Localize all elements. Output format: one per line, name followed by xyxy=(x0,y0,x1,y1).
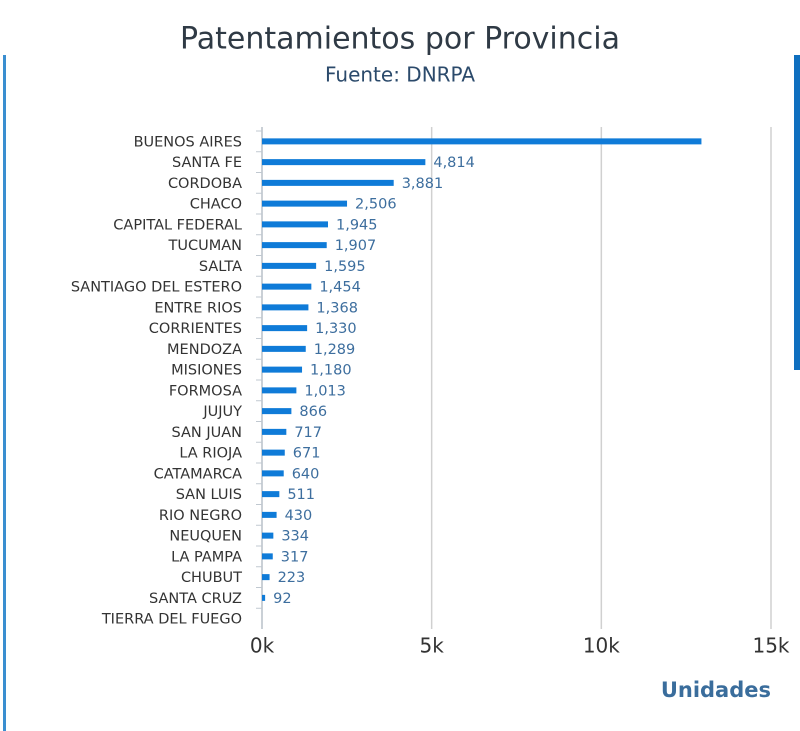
y-tick-label: CAPITAL FEDERAL xyxy=(113,217,242,233)
bar xyxy=(262,263,316,269)
x-tick-label: 0k xyxy=(250,634,275,658)
y-tick-label: SAN JUAN xyxy=(171,425,242,441)
value-label: 511 xyxy=(287,487,315,503)
y-tick-label: CHUBUT xyxy=(181,570,242,586)
value-label: 334 xyxy=(281,529,309,545)
bar xyxy=(262,553,273,559)
y-tick-label: CATAMARCA xyxy=(154,466,242,482)
bar xyxy=(262,138,701,144)
value-label: 92 xyxy=(273,591,291,607)
bar xyxy=(262,595,265,601)
bar xyxy=(262,325,307,331)
value-label: 430 xyxy=(285,508,313,524)
value-label: 866 xyxy=(299,404,327,420)
y-tick-label: JUJUY xyxy=(202,404,242,420)
y-tick-label: ENTRE RIOS xyxy=(154,300,242,316)
x-tick-label: 15k xyxy=(752,634,789,658)
value-label: 317 xyxy=(281,549,309,565)
bar xyxy=(262,304,308,310)
y-tick-label: SANTIAGO DEL ESTERO xyxy=(71,280,242,296)
bar xyxy=(262,387,296,393)
value-label: 4,814 xyxy=(433,155,475,171)
value-label: 3,881 xyxy=(402,176,444,192)
y-tick-label: FORMOSA xyxy=(169,383,242,399)
bar xyxy=(262,221,328,227)
value-label: 671 xyxy=(293,446,321,462)
bar xyxy=(262,491,279,497)
y-tick-label: MENDOZA xyxy=(167,342,242,358)
y-tick-label: MISIONES xyxy=(171,363,242,379)
y-tick-label: CHACO xyxy=(190,197,242,213)
x-axis-title: Unidades xyxy=(661,678,771,702)
y-tick-label: BUENOS AIRES xyxy=(134,134,242,150)
y-tick-label: CORRIENTES xyxy=(149,321,242,337)
value-label: 717 xyxy=(294,425,322,441)
bar xyxy=(262,180,394,186)
value-label: 1,289 xyxy=(314,342,356,358)
value-label: 1,595 xyxy=(324,259,366,275)
bar xyxy=(262,284,311,290)
left-border xyxy=(3,55,6,731)
bar xyxy=(262,512,277,518)
y-tick-label: SAN LUIS xyxy=(176,487,242,503)
value-label: 223 xyxy=(278,570,306,586)
value-label: 1,180 xyxy=(310,363,352,379)
scrollbar[interactable] xyxy=(794,55,800,370)
value-label: 2,506 xyxy=(355,197,397,213)
bar xyxy=(262,159,425,165)
y-tick-label: TIERRA DEL FUEGO xyxy=(101,612,242,628)
bar xyxy=(262,201,347,207)
bar xyxy=(262,242,327,248)
bar xyxy=(262,408,291,414)
value-label: 1,013 xyxy=(304,383,346,399)
y-tick-label: LA RIOJA xyxy=(179,446,242,462)
y-tick-label: TUCUMAN xyxy=(168,238,242,254)
value-label: 1,945 xyxy=(336,217,378,233)
y-tick-label: SANTA CRUZ xyxy=(149,591,242,607)
chart-subtitle: Fuente: DNRPA xyxy=(325,63,475,87)
y-tick-label: NEUQUEN xyxy=(169,529,242,545)
x-tick-label: 10k xyxy=(583,634,620,658)
bar xyxy=(262,429,286,435)
value-label: 1,330 xyxy=(315,321,357,337)
value-label: 1,368 xyxy=(316,300,358,316)
chart-title: Patentamientos por Provincia xyxy=(180,22,620,57)
bar xyxy=(262,574,270,580)
y-tick-label: SALTA xyxy=(199,259,242,275)
value-label: 1,907 xyxy=(335,238,377,254)
bar xyxy=(262,346,306,352)
bar xyxy=(262,470,284,476)
y-tick-label: RIO NEGRO xyxy=(159,508,242,524)
value-label: 640 xyxy=(292,466,320,482)
value-label: 1,454 xyxy=(319,280,361,296)
bar xyxy=(262,533,273,539)
x-tick-label: 5k xyxy=(420,634,445,658)
y-tick-label: CORDOBA xyxy=(168,176,242,192)
bar xyxy=(262,367,302,373)
bar xyxy=(262,450,285,456)
y-tick-label: LA PAMPA xyxy=(171,549,242,565)
y-tick-label: SANTA FE xyxy=(172,155,242,171)
